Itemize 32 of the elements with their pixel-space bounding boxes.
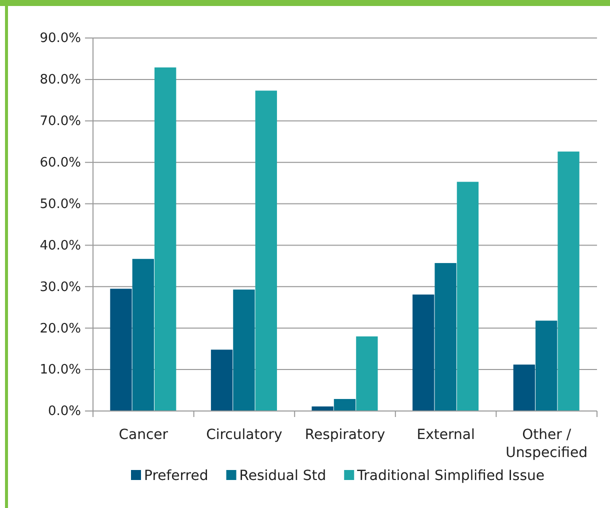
bar [233,290,255,411]
bar [132,258,154,411]
x-tick-label: Circulatory [206,427,282,443]
legend-label: Traditional Simplified Issue [356,468,545,484]
y-tick-label: 10.0% [40,362,81,378]
y-tick-label: 20.0% [40,321,81,336]
legend-label: Preferred [144,468,208,484]
bar [356,336,378,411]
bar [334,398,356,411]
y-tick-label: 0.0% [48,404,81,420]
bar [456,182,479,411]
bar [210,350,233,411]
x-tick-label: Other / Unspecified [506,427,588,461]
bar [154,67,176,411]
bar [110,288,132,411]
bar [558,152,580,411]
bar [412,294,434,411]
bar [536,320,558,411]
y-tick-label: 40.0% [40,238,81,254]
y-tick-label: 80.0% [40,72,81,88]
y-tick-label: 30.0% [40,280,81,295]
bar [434,263,456,411]
y-tick-label: 60.0% [40,155,81,170]
legend-label: Residual Std [239,468,326,484]
bar [513,364,536,411]
y-tick-label: 70.0% [40,114,81,130]
x-tick-label: Respiratory [304,427,386,443]
bar [255,90,277,411]
x-tick-label: External [416,427,475,443]
y-tick-label: 90.0% [40,31,81,46]
x-tick-label: Cancer [118,427,168,443]
y-tick-label: 50.0% [40,196,81,212]
